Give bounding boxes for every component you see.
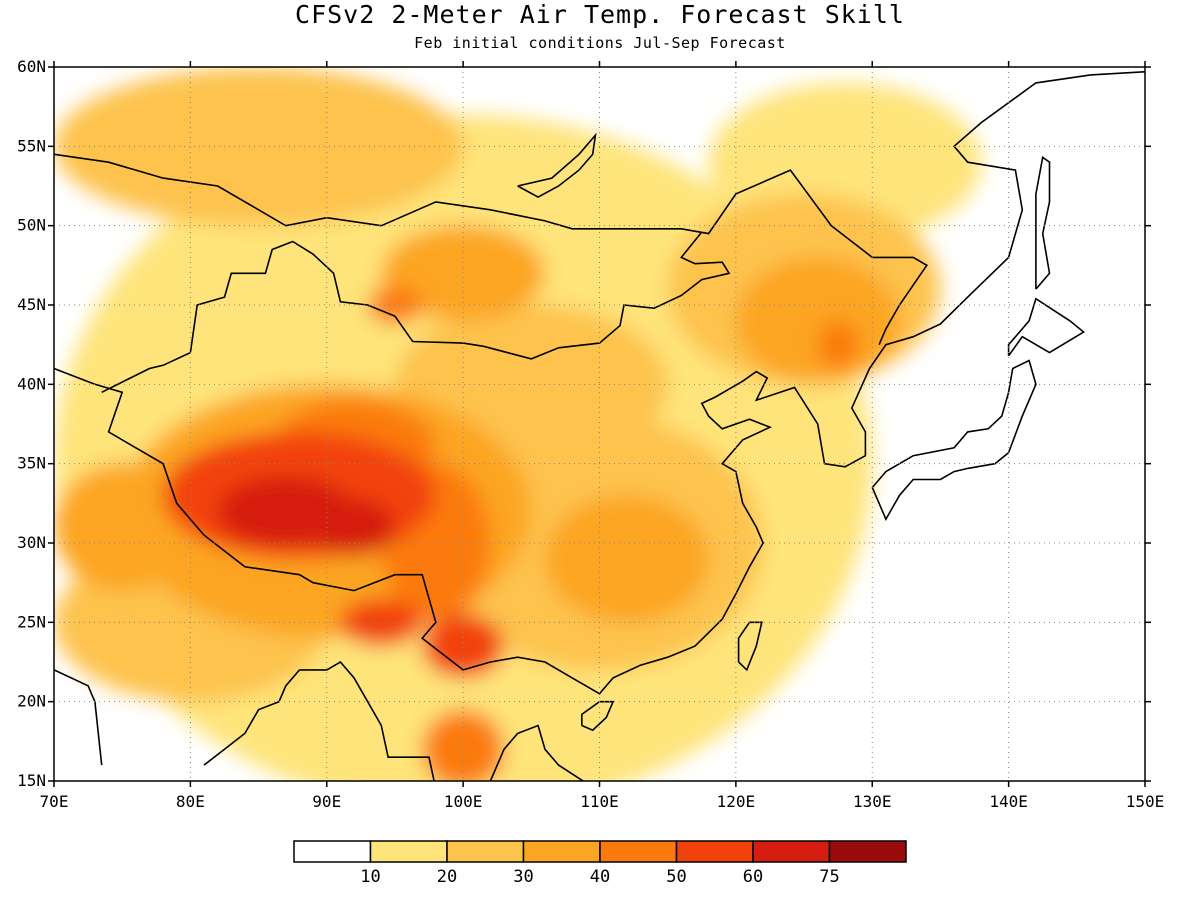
y-tick-label: 45N xyxy=(17,295,46,314)
coastline-segment xyxy=(292,231,731,360)
colorbar-label: 30 xyxy=(513,867,533,887)
x-tick-label: 140E xyxy=(989,792,1028,811)
gridlines xyxy=(54,67,1145,781)
colorbar-swatch xyxy=(752,840,831,863)
longitude-axis: 70E 80E 90E 100E 110E 120E 130E 140E 150E xyxy=(40,61,1165,811)
colorbar-label: 40 xyxy=(590,867,610,887)
skill-region xyxy=(422,614,505,678)
colorbar-label: 60 xyxy=(743,867,763,887)
coastline-segment xyxy=(54,367,573,679)
coastline-segment xyxy=(1007,297,1085,357)
y-tick-label: 30N xyxy=(17,533,46,552)
colorbar-label: 20 xyxy=(437,867,457,887)
colorbar-swatch xyxy=(446,840,525,863)
y-tick-label: 40N xyxy=(17,374,46,393)
x-tick-label: 150E xyxy=(1126,792,1165,811)
coastline-segment xyxy=(489,724,584,781)
coastline-segment xyxy=(871,359,1037,521)
coastline-segment xyxy=(580,700,615,732)
skill-region xyxy=(381,225,545,321)
coastline-segment xyxy=(517,132,597,199)
map-title: CFSv2 2-Meter Air Temp. Forecast Skill xyxy=(295,0,905,29)
skill-region xyxy=(340,598,423,647)
skill-region xyxy=(544,495,709,623)
coastline-segment xyxy=(203,669,301,766)
colorbar-swatch xyxy=(599,840,678,863)
coastline-segment xyxy=(54,153,928,346)
coastline-segment xyxy=(571,71,1145,695)
skill-region xyxy=(817,320,859,369)
y-tick-label: 15N xyxy=(17,771,46,790)
skill-region xyxy=(54,463,191,591)
skill-region xyxy=(422,709,505,781)
colorbar-label: 50 xyxy=(666,867,686,887)
coastline-segment xyxy=(299,660,435,781)
x-tick-label: 70E xyxy=(40,792,69,811)
y-tick-label: 25N xyxy=(17,612,46,631)
colorbar-swatch xyxy=(522,840,601,863)
coastline-segment xyxy=(54,669,103,766)
skill-region xyxy=(54,67,464,226)
x-tick-label: 120E xyxy=(717,792,756,811)
skill-region xyxy=(735,257,900,385)
coastlines xyxy=(54,71,1145,781)
skill-field xyxy=(54,67,1145,781)
map-subtitle: Feb initial conditions Jul-Sep Forecast xyxy=(414,34,786,52)
colorbar-label: 75 xyxy=(819,867,839,887)
colorbar: 10 20 30 40 50 60 75 xyxy=(293,840,907,887)
x-tick-label: 80E xyxy=(176,792,205,811)
coastline-segment xyxy=(101,351,191,394)
x-tick-label: 90E xyxy=(312,792,341,811)
colorbar-swatch xyxy=(293,840,372,863)
latitude-axis: 60N 55N 50N 45N 40N 35N 30N 25N 20N 15N xyxy=(17,57,1151,790)
colorbar-swatch xyxy=(369,840,448,863)
y-tick-label: 55N xyxy=(17,136,46,155)
coastline-segment xyxy=(189,240,293,353)
y-tick-label: 60N xyxy=(17,57,46,76)
x-tick-label: 110E xyxy=(580,792,619,811)
y-tick-label: 35N xyxy=(17,454,46,473)
coastline-segment xyxy=(737,621,763,672)
x-tick-label: 100E xyxy=(444,792,483,811)
colorbar-swatch xyxy=(828,840,907,863)
coastline-segment xyxy=(1035,156,1051,290)
x-tick-label: 130E xyxy=(853,792,892,811)
y-tick-label: 20N xyxy=(17,692,46,711)
skill-region xyxy=(313,498,395,556)
colorbar-label: 10 xyxy=(360,867,380,887)
y-tick-label: 50N xyxy=(17,216,46,235)
colorbar-swatch xyxy=(675,840,754,863)
